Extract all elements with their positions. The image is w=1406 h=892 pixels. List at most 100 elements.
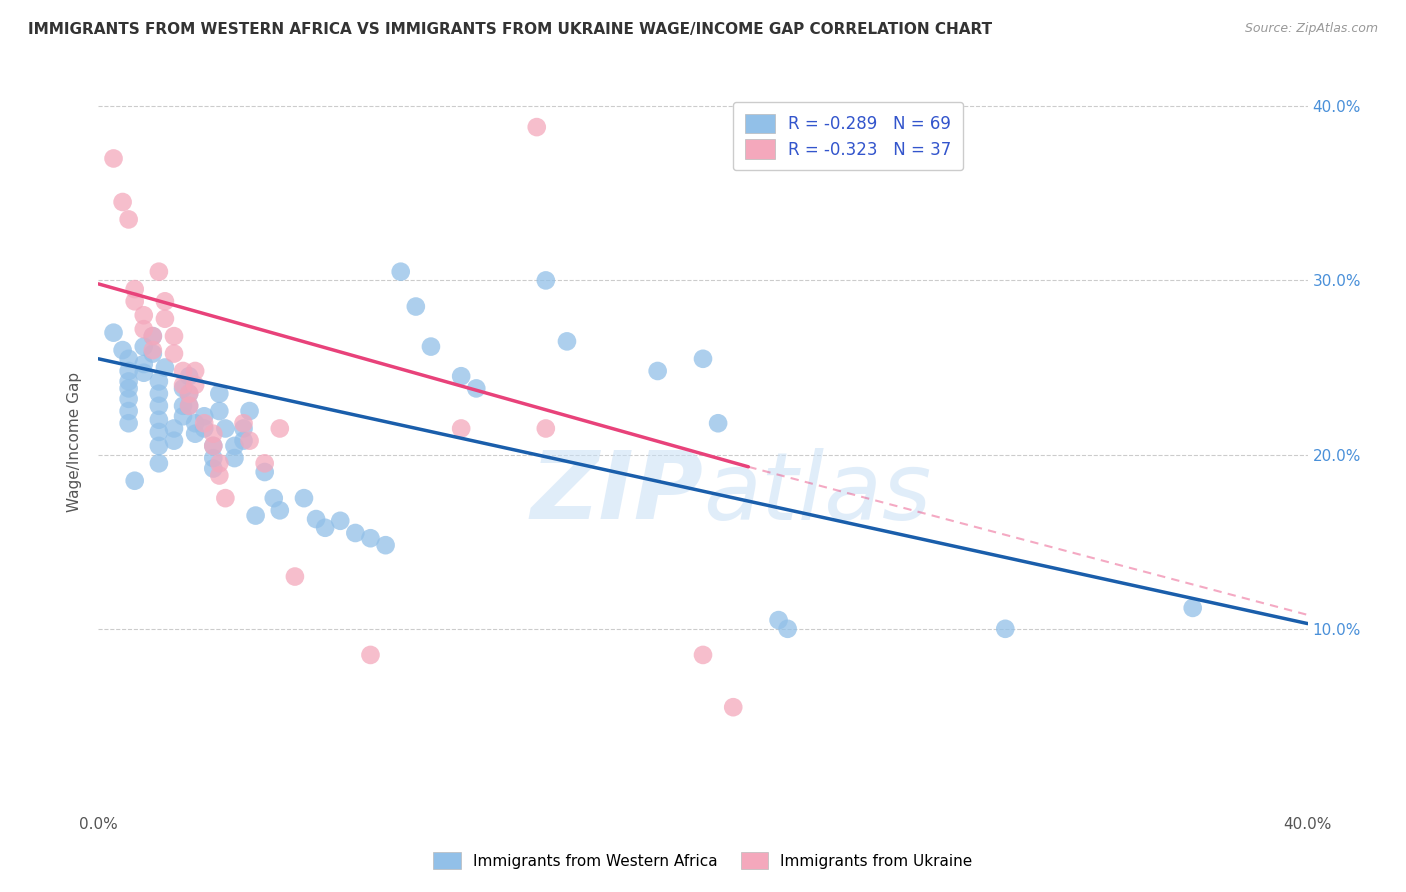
Point (202, 451, 225, 466)
Point (526, 120, 548, 134)
Point (329, 514, 352, 528)
Point (1181, 601, 1204, 615)
Point (292, 491, 315, 505)
Point (193, 416, 215, 430)
Point (208, 468, 231, 483)
Point (118, 392, 141, 406)
Point (202, 439, 225, 453)
Point (202, 461, 225, 475)
Point (118, 416, 141, 430)
Point (305, 512, 328, 526)
Point (245, 508, 267, 523)
Point (148, 399, 170, 413)
Point (118, 381, 141, 395)
Point (118, 404, 141, 418)
Point (179, 399, 201, 413)
Point (284, 569, 307, 583)
Point (132, 308, 155, 322)
Point (118, 364, 141, 378)
Point (163, 421, 186, 435)
Point (269, 503, 291, 517)
Point (208, 456, 231, 470)
Point (232, 434, 254, 448)
Point (184, 416, 207, 430)
Point (153, 360, 176, 375)
Point (647, 364, 669, 378)
Point (232, 421, 254, 435)
Text: ZIP: ZIP (530, 448, 703, 540)
Point (132, 322, 155, 336)
Point (465, 381, 488, 395)
Point (374, 538, 396, 552)
Point (148, 413, 170, 427)
Point (184, 426, 207, 441)
Point (179, 386, 201, 401)
Point (224, 439, 246, 453)
Point (994, 622, 1017, 636)
Legend: R = -0.289   N = 69, R = -0.323   N = 37: R = -0.289 N = 69, R = -0.323 N = 37 (733, 102, 963, 170)
Point (111, 194, 134, 209)
Point (263, 491, 285, 505)
Point (555, 334, 578, 349)
Point (132, 366, 155, 380)
Point (239, 404, 262, 418)
Point (534, 421, 557, 435)
Point (202, 426, 225, 441)
Point (360, 531, 382, 545)
Point (776, 622, 799, 636)
Point (253, 456, 276, 470)
Point (534, 273, 557, 287)
Point (214, 421, 236, 435)
Point (172, 381, 194, 395)
Point (269, 421, 291, 435)
Point (172, 399, 194, 413)
Point (118, 351, 141, 366)
Point (118, 212, 141, 227)
Point (232, 416, 254, 430)
Point (208, 404, 231, 418)
Point (103, 152, 125, 166)
Point (389, 265, 412, 279)
Text: IMMIGRANTS FROM WESTERN AFRICA VS IMMIGRANTS FROM UKRAINE WAGE/INCOME GAP CORREL: IMMIGRANTS FROM WESTERN AFRICA VS IMMIGR… (28, 22, 993, 37)
Point (707, 416, 730, 430)
Point (692, 648, 714, 662)
Point (172, 364, 194, 378)
Point (184, 378, 207, 392)
Point (124, 282, 146, 296)
Point (179, 386, 201, 401)
Point (148, 456, 170, 470)
Point (253, 465, 276, 479)
Point (314, 521, 336, 535)
Point (103, 326, 125, 340)
Point (163, 434, 186, 448)
Point (224, 451, 246, 466)
Point (148, 386, 170, 401)
Point (142, 329, 165, 343)
Point (153, 294, 176, 309)
Point (172, 378, 194, 392)
Point (450, 369, 472, 384)
Point (450, 421, 472, 435)
Point (132, 357, 155, 371)
Point (239, 434, 262, 448)
Point (723, 700, 745, 714)
Point (163, 329, 186, 343)
Point (142, 329, 165, 343)
Point (153, 311, 176, 326)
Point (420, 340, 443, 354)
Point (124, 474, 146, 488)
Legend: Immigrants from Western Africa, Immigrants from Ukraine: Immigrants from Western Africa, Immigran… (427, 846, 979, 875)
Point (202, 439, 225, 453)
Y-axis label: Wage/Income Gap: Wage/Income Gap (67, 371, 83, 512)
Point (214, 491, 236, 505)
Point (768, 613, 790, 627)
Point (132, 340, 155, 354)
Point (163, 346, 186, 360)
Point (172, 409, 194, 424)
Point (405, 300, 427, 314)
Point (193, 409, 215, 424)
Point (148, 375, 170, 389)
Point (179, 369, 201, 384)
Point (124, 294, 146, 309)
Point (142, 346, 165, 360)
